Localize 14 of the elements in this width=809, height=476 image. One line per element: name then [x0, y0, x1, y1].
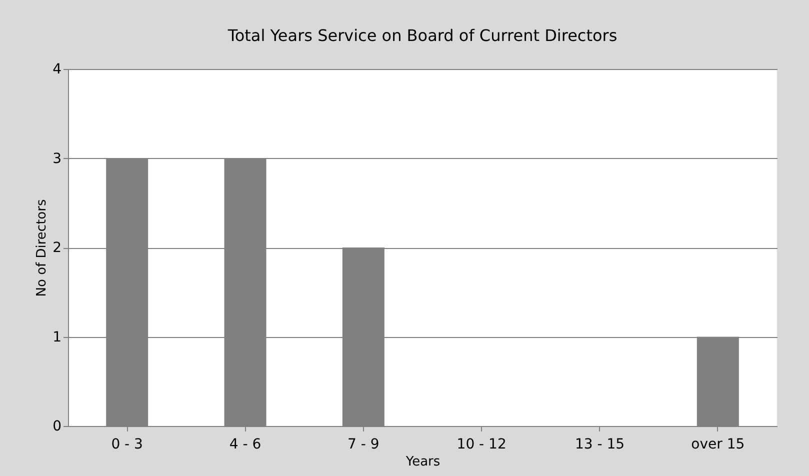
y-axis-title: No of Directors — [34, 199, 50, 297]
x-tick-label: 13 - 15 — [574, 436, 625, 452]
x-tick-label: over 15 — [691, 436, 745, 452]
y-tick-label: 2 — [52, 240, 62, 256]
x-axis-title: Years — [404, 454, 440, 470]
x-tick-label: 10 - 12 — [456, 436, 506, 452]
y-tick-label: 1 — [52, 329, 62, 346]
y-tick-label: 3 — [52, 150, 62, 167]
x-tick-label: 7 - 9 — [348, 436, 380, 452]
y-tick-label: 0 — [52, 418, 62, 434]
x-tick-label: 4 - 6 — [229, 436, 262, 452]
y-tick-label: 4 — [52, 62, 62, 78]
chart-title: Total Years Service on Board of Current Directors — [226, 26, 618, 45]
x-tick-label: 0 - 3 — [111, 436, 143, 452]
